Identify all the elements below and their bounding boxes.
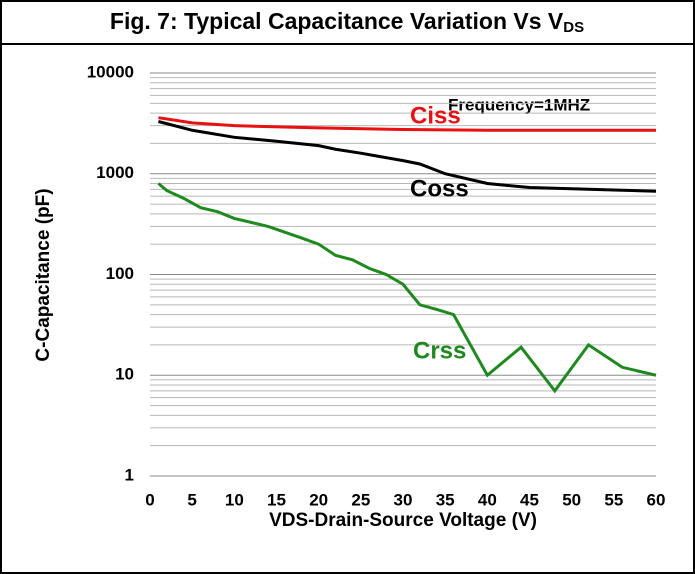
x-tick-label: 15 (267, 490, 286, 509)
x-tick-label: 5 (187, 490, 196, 509)
x-tick-label: 20 (309, 490, 328, 509)
series-line (158, 116, 656, 132)
x-tick-label: 40 (478, 490, 497, 509)
x-tick-label: 10 (225, 490, 244, 509)
x-tick-label: 25 (351, 490, 370, 509)
y-axis-label: C-Capacitance (pF) (33, 188, 54, 361)
series-label: Coss (410, 175, 469, 202)
x-tick-label: 35 (436, 490, 455, 509)
series-label: Ciss (410, 102, 461, 129)
y-tick-label: 10000 (87, 62, 134, 81)
y-tick-label: 100 (106, 264, 134, 283)
x-tick-label: 30 (394, 490, 413, 509)
annotation: Frequency=1MHZ (448, 95, 590, 114)
series-line (158, 120, 657, 193)
y-tick-label: 1 (125, 465, 134, 484)
x-axis-label: VDS-Drain-Source Voltage (V) (269, 510, 537, 531)
series-line (157, 182, 657, 394)
x-tick-label: 0 (145, 490, 154, 509)
y-tick-label: 10 (115, 365, 134, 384)
title-main: Fig. 7: Typical Capacitance Variation Vs… (110, 8, 564, 34)
series-label: Crss (413, 337, 466, 364)
y-tick-label: 1000 (96, 163, 134, 182)
x-tick-label: 45 (520, 490, 539, 509)
x-tick-label: 50 (562, 490, 581, 509)
x-tick-label: 60 (647, 490, 666, 509)
chart-title: Fig. 7: Typical Capacitance Variation Vs… (110, 8, 584, 36)
title-subscript: DS (563, 19, 584, 36)
x-tick-label: 55 (604, 490, 623, 509)
